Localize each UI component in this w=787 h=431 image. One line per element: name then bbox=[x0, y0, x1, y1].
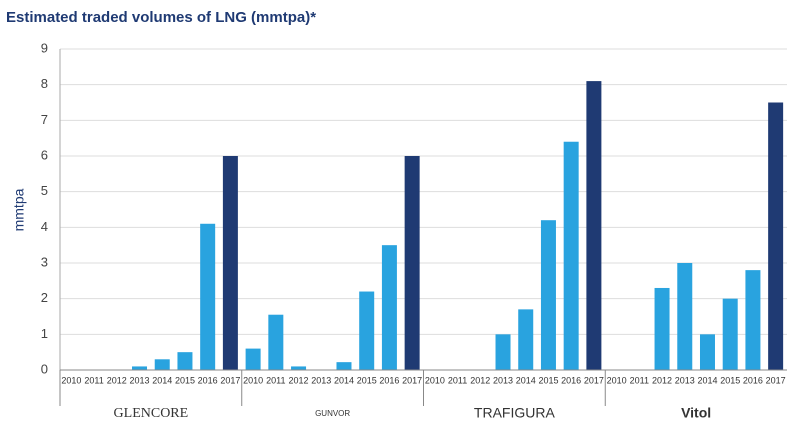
bar bbox=[563, 141, 579, 370]
bar bbox=[359, 291, 375, 370]
bar bbox=[381, 245, 397, 370]
x-tick-label: 2016 bbox=[379, 375, 399, 385]
x-tick-label: 2010 bbox=[425, 375, 445, 385]
bar bbox=[540, 220, 556, 370]
bar bbox=[586, 81, 602, 370]
y-tick-label: 3 bbox=[41, 254, 48, 269]
x-tick-label: 2015 bbox=[357, 375, 377, 385]
bar bbox=[677, 263, 693, 370]
bar bbox=[245, 348, 261, 370]
x-tick-label: 2010 bbox=[61, 375, 81, 385]
chart-title: Estimated traded volumes of LNG (mmtpa)* bbox=[6, 9, 316, 26]
x-tick-label: 2012 bbox=[107, 375, 127, 385]
x-tick-label: 2013 bbox=[675, 375, 695, 385]
x-tick-label: 2017 bbox=[766, 375, 786, 385]
group-label: TRAFIGURA bbox=[474, 405, 556, 421]
bar bbox=[404, 156, 420, 370]
bar bbox=[336, 362, 352, 370]
x-tick-label: 2016 bbox=[198, 375, 218, 385]
bar bbox=[222, 156, 238, 370]
group-label: GUNVOR bbox=[315, 409, 350, 418]
bar bbox=[154, 359, 170, 370]
x-tick-label: 2015 bbox=[538, 375, 558, 385]
x-tick-label: 2017 bbox=[220, 375, 240, 385]
x-tick-label: 2011 bbox=[84, 375, 103, 385]
x-tick-label: 2015 bbox=[720, 375, 740, 385]
x-tick-label: 2011 bbox=[266, 375, 285, 385]
x-tick-label: 2016 bbox=[561, 375, 581, 385]
bar bbox=[654, 287, 670, 370]
y-tick-label: 1 bbox=[41, 326, 48, 341]
x-tick-label: 2011 bbox=[448, 375, 467, 385]
y-tick-label: 4 bbox=[41, 219, 48, 234]
bar bbox=[495, 334, 511, 370]
x-tick-label: 2013 bbox=[311, 375, 331, 385]
y-tick-label: 5 bbox=[41, 183, 48, 198]
bar bbox=[699, 334, 715, 370]
bar bbox=[200, 223, 216, 370]
x-tick-label: 2016 bbox=[743, 375, 763, 385]
y-tick-label: 8 bbox=[41, 76, 48, 91]
y-tick-label: 2 bbox=[41, 290, 48, 305]
bar bbox=[291, 366, 307, 370]
bar bbox=[177, 352, 193, 370]
x-tick-label: 2013 bbox=[130, 375, 150, 385]
x-tick-label: 2014 bbox=[152, 375, 172, 385]
x-tick-label: 2013 bbox=[493, 375, 513, 385]
bar bbox=[268, 314, 284, 370]
y-axis-label: mmtpa bbox=[11, 188, 27, 231]
x-tick-label: 2012 bbox=[470, 375, 490, 385]
x-tick-label: 2010 bbox=[607, 375, 627, 385]
bar bbox=[745, 270, 761, 370]
y-tick-label: 7 bbox=[41, 112, 48, 127]
x-tick-label: 2015 bbox=[175, 375, 195, 385]
x-tick-label: 2012 bbox=[652, 375, 672, 385]
y-tick-label: 9 bbox=[41, 40, 48, 55]
x-tick-label: 2010 bbox=[243, 375, 263, 385]
bar bbox=[722, 298, 738, 370]
bar bbox=[518, 309, 534, 370]
group-label: Vitol bbox=[681, 405, 711, 421]
group-label: GLENCORE bbox=[114, 406, 189, 421]
y-tick-label: 0 bbox=[41, 361, 48, 376]
x-tick-label: 2014 bbox=[697, 375, 717, 385]
y-tick-label: 6 bbox=[41, 147, 48, 162]
x-tick-label: 2017 bbox=[584, 375, 604, 385]
x-tick-label: 2014 bbox=[334, 375, 354, 385]
x-tick-label: 2012 bbox=[289, 375, 309, 385]
bar bbox=[132, 366, 148, 370]
bar bbox=[768, 102, 784, 370]
x-tick-label: 2011 bbox=[630, 375, 649, 385]
x-tick-label: 2017 bbox=[402, 375, 422, 385]
x-tick-label: 2014 bbox=[516, 375, 536, 385]
